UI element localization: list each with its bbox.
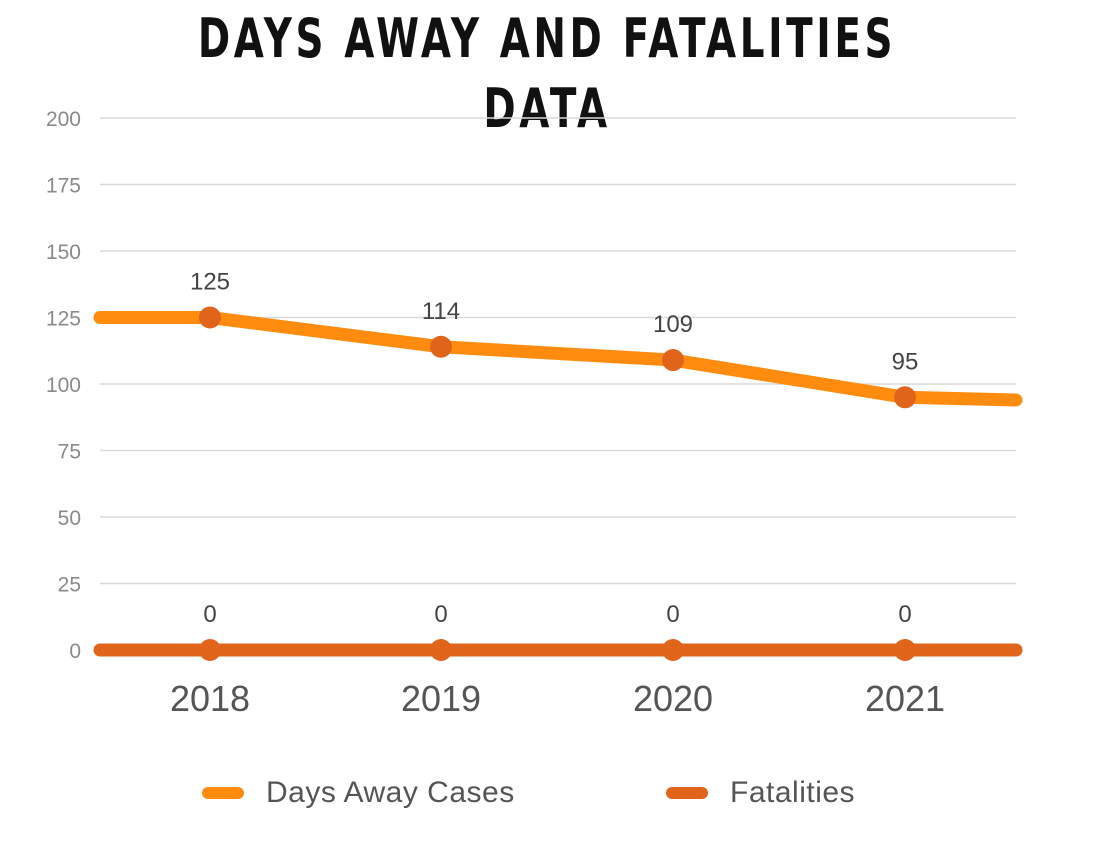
chart-title: DAYS AWAY AND FATALITIES DATA: [197, 7, 897, 140]
data-label-days-away: 109: [653, 311, 693, 338]
data-label-fatalities: 0: [203, 601, 216, 628]
y-tick-label: 175: [46, 175, 81, 198]
legend-item-fatalities: Fatalities: [666, 770, 855, 816]
data-point-fatalities: [430, 639, 452, 661]
data-label-days-away: 114: [422, 298, 460, 325]
data-label-fatalities: 0: [898, 601, 911, 628]
y-tick-label: 150: [46, 241, 81, 264]
legend: Days Away Cases Fatalities: [0, 770, 1094, 816]
data-label-days-away: 95: [892, 348, 919, 375]
legend-item-days-away: Days Away Cases: [202, 770, 515, 816]
y-tick-label: 100: [46, 374, 81, 397]
y-tick-label: 200: [46, 108, 81, 131]
legend-label-fatalities: Fatalities: [730, 776, 856, 809]
legend-swatch-fatalities: [666, 787, 708, 799]
data-point-fatalities: [662, 639, 684, 661]
data-point-days-away: [199, 306, 221, 329]
data-point-fatalities: [894, 639, 916, 661]
series-line-days-away: [93, 311, 1023, 407]
y-tick-label: 50: [58, 507, 81, 530]
data-point-days-away: [894, 386, 916, 409]
x-tick-label: 2021: [865, 678, 945, 719]
legend-swatch-days-away: [202, 787, 244, 799]
x-tick-label: 2020: [633, 678, 713, 719]
data-label-fatalities: 0: [666, 601, 679, 628]
data-point-days-away: [430, 335, 452, 358]
data-label-fatalities: 0: [434, 601, 447, 628]
y-tick-label: 125: [46, 308, 81, 331]
y-tick-label: 75: [58, 441, 81, 464]
data-label-days-away: 125: [190, 269, 230, 296]
x-tick-label: 2019: [401, 678, 481, 719]
legend-label-days-away: Days Away Cases: [266, 776, 515, 809]
y-tick-label: 0: [69, 640, 81, 663]
y-tick-label: 25: [58, 574, 81, 597]
data-point-fatalities: [199, 639, 221, 661]
line-chart: 0 25 50 75 100 125 150 175 200 2018 2019 2020 2021 12…: [46, 108, 1023, 719]
x-tick-label: 2018: [170, 678, 250, 719]
data-point-days-away: [662, 349, 684, 372]
